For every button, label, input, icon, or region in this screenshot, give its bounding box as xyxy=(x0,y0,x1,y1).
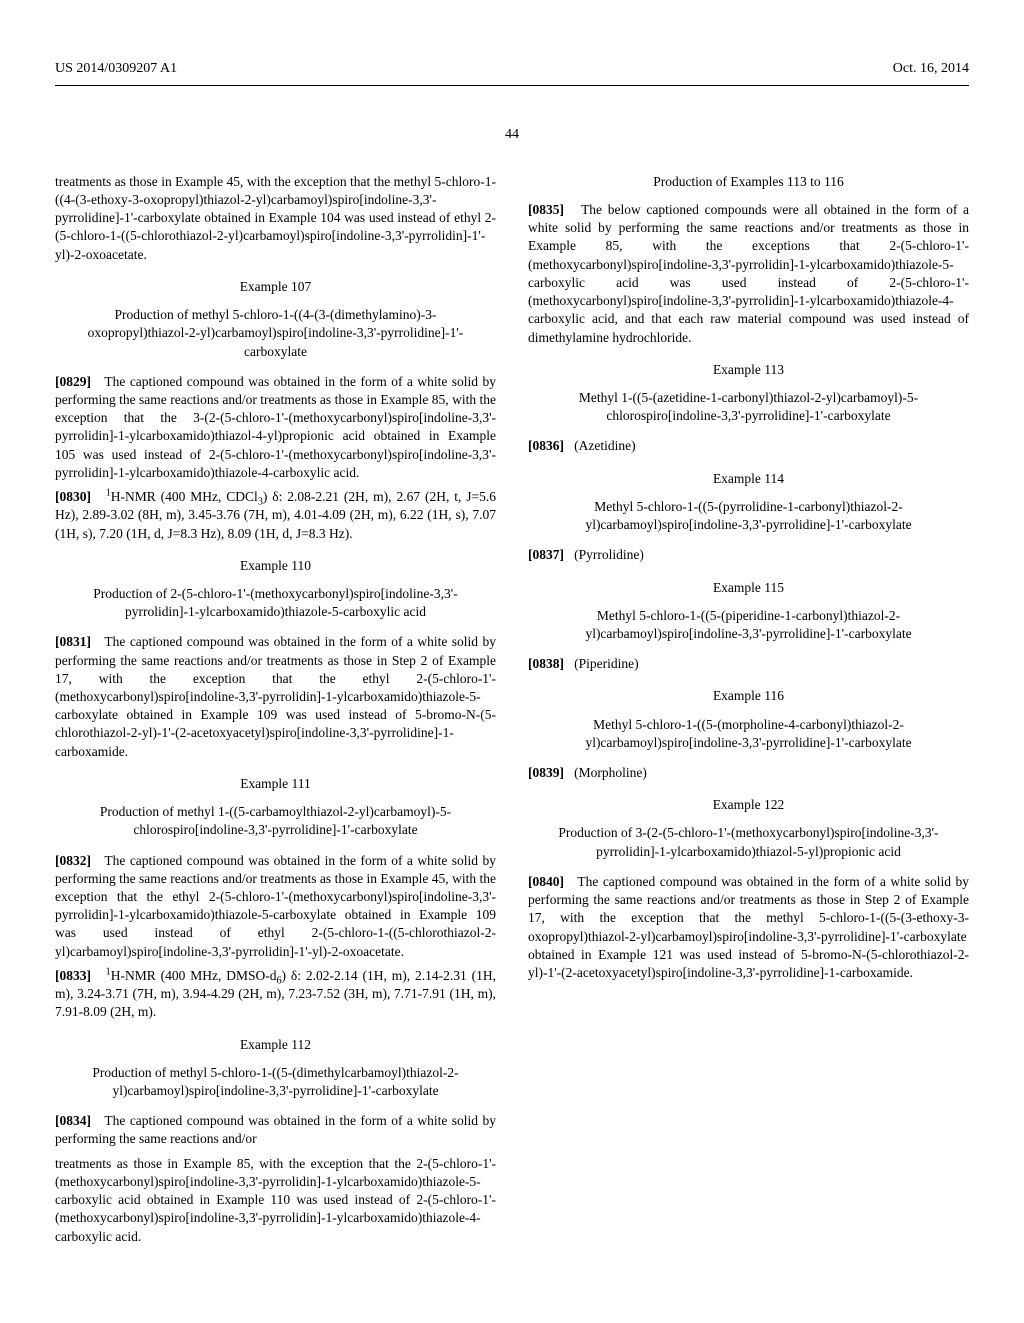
numbered-paragraph: [0839] (Morpholine) xyxy=(528,764,969,782)
para-body: The below captioned compounds were all o… xyxy=(528,202,969,345)
para-tag: [0829] xyxy=(55,374,91,389)
para-body: (Azetidine) xyxy=(574,438,635,453)
example-title: Methyl 5-chloro-1-((5-(morpholine-4-carb… xyxy=(528,716,969,752)
numbered-paragraph: [0831] The captioned compound was obtain… xyxy=(55,633,496,761)
para-body: The captioned compound was obtained in t… xyxy=(55,634,496,758)
example-heading: Example 110 xyxy=(55,557,496,575)
para-tag: [0833] xyxy=(55,968,91,983)
para-tag: [0840] xyxy=(528,874,564,889)
example-heading: Example 116 xyxy=(528,687,969,705)
numbered-paragraph: [0834] The captioned compound was obtain… xyxy=(55,1112,496,1148)
para-body: (Pyrrolidine) xyxy=(574,547,644,562)
para-body: The captioned compound was obtained in t… xyxy=(55,853,496,959)
para-tag: [0831] xyxy=(55,634,91,649)
example-title: Methyl 5-chloro-1-((5-(piperidine-1-carb… xyxy=(528,607,969,643)
nmr-text: H-NMR (400 MHz, CDCl xyxy=(111,489,258,504)
example-title: Production of 3-(2-(5-chloro-1'-(methoxy… xyxy=(528,824,969,860)
numbered-paragraph: [0829] The captioned compound was obtain… xyxy=(55,373,496,482)
example-heading: Example 122 xyxy=(528,796,969,814)
para-tag: [0836] xyxy=(528,438,564,453)
para-tag: [0837] xyxy=(528,547,564,562)
para-body: (Piperidine) xyxy=(574,656,638,671)
page-number: 44 xyxy=(55,126,969,145)
numbered-paragraph: [0840] The captioned compound was obtain… xyxy=(528,873,969,982)
example-heading: Example 115 xyxy=(528,579,969,597)
body-text: treatments as those in Example 85, with … xyxy=(55,1155,496,1246)
example-title: Production of methyl 5-chloro-1-((4-(3-(… xyxy=(55,306,496,361)
example-heading: Example 107 xyxy=(55,278,496,296)
body-columns: treatments as those in Example 45, with … xyxy=(55,173,969,1273)
para-tag: [0835] xyxy=(528,202,564,217)
example-title: Production of 2-(5-chloro-1'-(methoxycar… xyxy=(55,585,496,621)
numbered-paragraph: [0832] The captioned compound was obtain… xyxy=(55,852,496,961)
para-body: The captioned compound was obtained in t… xyxy=(528,874,969,980)
numbered-paragraph: [0838] (Piperidine) xyxy=(528,655,969,673)
pub-date: Oct. 16, 2014 xyxy=(893,60,969,79)
example-heading: Example 114 xyxy=(528,470,969,488)
numbered-paragraph: [0836] (Azetidine) xyxy=(528,437,969,455)
nmr-text: H-NMR (400 MHz, DMSO-d xyxy=(111,968,277,983)
para-body: The captioned compound was obtained in t… xyxy=(55,374,496,480)
para-body: (Morpholine) xyxy=(574,765,647,780)
example-heading: Example 113 xyxy=(528,361,969,379)
example-heading: Example 111 xyxy=(55,775,496,793)
numbered-paragraph: [0837] (Pyrrolidine) xyxy=(528,546,969,564)
para-body: The captioned compound was obtained in t… xyxy=(55,1113,496,1146)
para-tag: [0830] xyxy=(55,489,91,504)
body-text: treatments as those in Example 45, with … xyxy=(55,173,496,264)
example-title: Production of methyl 5-chloro-1-((5-(dim… xyxy=(55,1064,496,1100)
example-heading: Production of Examples 113 to 116 xyxy=(528,173,969,191)
numbered-paragraph: [0835] The below captioned compounds wer… xyxy=(528,201,969,347)
example-title: Methyl 1-((5-(azetidine-1-carbonyl)thiaz… xyxy=(528,389,969,425)
para-tag: [0832] xyxy=(55,853,91,868)
page-header: US 2014/0309207 A1 Oct. 16, 2014 xyxy=(55,60,969,86)
numbered-paragraph: [0830] 1H-NMR (400 MHz, CDCl3) δ: 2.08-2… xyxy=(55,488,496,543)
example-title: Methyl 5-chloro-1-((5-(pyrrolidine-1-car… xyxy=(528,498,969,534)
para-tag: [0834] xyxy=(55,1113,91,1128)
example-title: Production of methyl 1-((5-carbamoylthia… xyxy=(55,803,496,839)
numbered-paragraph: [0833] 1H-NMR (400 MHz, DMSO-d6) δ: 2.02… xyxy=(55,967,496,1022)
para-tag: [0839] xyxy=(528,765,564,780)
pub-number: US 2014/0309207 A1 xyxy=(55,60,177,79)
example-heading: Example 112 xyxy=(55,1036,496,1054)
para-tag: [0838] xyxy=(528,656,564,671)
